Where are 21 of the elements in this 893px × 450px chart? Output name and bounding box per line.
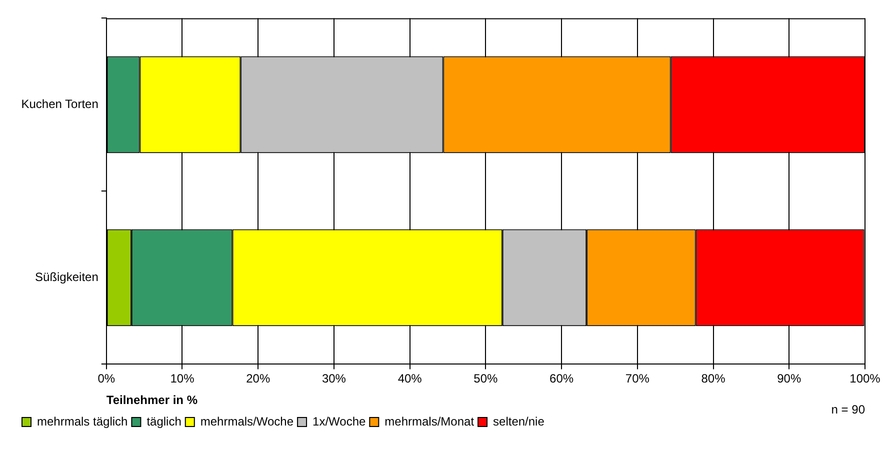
x-tick-label: 40% xyxy=(398,372,422,386)
legend-label: 1x/Woche xyxy=(312,414,366,428)
x-tick-label: 60% xyxy=(550,372,574,386)
x-tick-label: 0% xyxy=(98,372,116,386)
x-tick-label: 70% xyxy=(625,372,650,386)
y-tick-label: Kuchen Torten xyxy=(21,97,98,112)
text: n = 90 xyxy=(831,402,866,416)
x-axis-title: Teilnehmer in % xyxy=(106,393,198,408)
x-tick-label: 100% xyxy=(850,372,881,386)
legend-label: mehrmals täglich xyxy=(37,414,128,428)
legend-label: täglich xyxy=(146,414,182,428)
legend-label: mehrmals/Monat xyxy=(384,414,475,428)
y-tick-label: Süßigkeiten xyxy=(35,270,98,284)
legend-label: selten/nie xyxy=(493,414,545,428)
x-tick-label: 50% xyxy=(474,372,498,386)
x-tick-label: 80% xyxy=(701,372,726,386)
x-tick-label: 30% xyxy=(322,372,346,386)
x-tick-label: 20% xyxy=(246,372,270,386)
legend-label: mehrmals/Woche xyxy=(200,414,294,428)
x-tick-label: 10% xyxy=(170,372,195,386)
x-tick-label: 90% xyxy=(777,372,802,386)
